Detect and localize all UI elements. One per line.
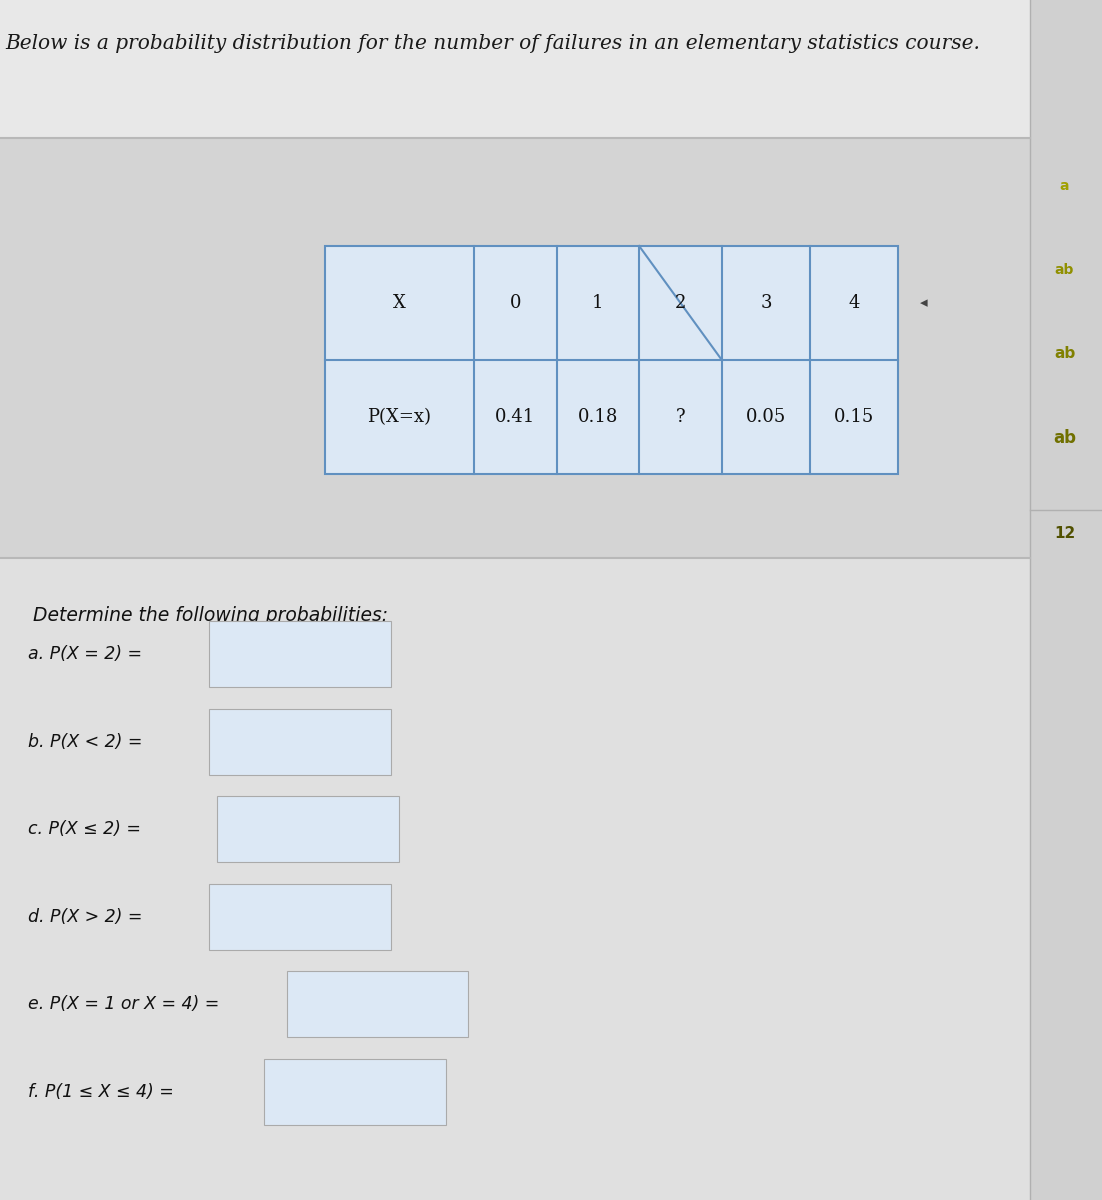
Text: 0: 0 [509,294,521,312]
Text: ab: ab [1055,263,1074,277]
Text: 0.18: 0.18 [577,408,618,426]
Bar [0,0,1030,138]
Text: a: a [1060,179,1069,193]
Bar [209,708,391,775]
Bar [325,246,898,474]
Text: P(X=x): P(X=x) [367,408,432,426]
Bar [287,972,468,1037]
Text: ◂: ◂ [920,295,928,311]
Text: ab: ab [1054,347,1076,361]
Text: X: X [393,294,406,312]
Text: 0.05: 0.05 [746,408,786,426]
Text: 12: 12 [1054,527,1076,541]
Text: ab: ab [1054,428,1076,446]
Text: 1: 1 [592,294,604,312]
Text: ?: ? [676,408,685,426]
Bar [0,558,1030,1200]
Text: 0.15: 0.15 [834,408,874,426]
Text: c. P(X ≤ 2) =: c. P(X ≤ 2) = [28,821,140,838]
Text: e. P(X = 1 or X = 4) =: e. P(X = 1 or X = 4) = [28,995,219,1013]
Bar [1030,0,1102,1200]
Bar [209,622,391,686]
Text: 0.41: 0.41 [495,408,536,426]
Text: Below is a probability distribution for the number of failures in an elementary : Below is a probability distribution for … [6,34,981,53]
Text: b. P(X < 2) =: b. P(X < 2) = [28,732,142,751]
Bar [217,797,399,862]
Text: f. P(1 ≤ X ≤ 4) =: f. P(1 ≤ X ≤ 4) = [28,1082,173,1102]
Text: 4: 4 [849,294,860,312]
Bar [209,883,391,950]
Text: 2: 2 [674,294,687,312]
Text: 3: 3 [760,294,771,312]
Text: d. P(X > 2) =: d. P(X > 2) = [28,907,142,926]
Bar [0,138,1030,558]
Bar [264,1058,446,1126]
Text: Determine the following probabilities:: Determine the following probabilities: [33,606,388,625]
Text: a. P(X = 2) =: a. P(X = 2) = [28,646,141,662]
